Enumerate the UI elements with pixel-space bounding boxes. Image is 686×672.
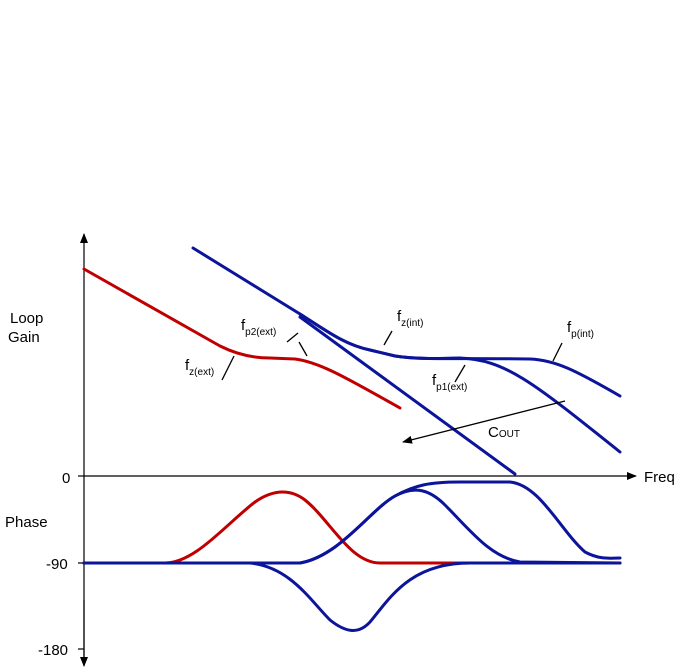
loop-gain-label-line1: Loop	[10, 310, 43, 327]
fp2-ext-leader-right	[298, 341, 308, 357]
gain-curve-internal	[298, 312, 622, 398]
gain-curve-external	[82, 267, 402, 410]
fp-int-label: fp(int)	[567, 319, 594, 340]
phase-label: Phase	[5, 514, 48, 531]
fz-int-leader	[383, 330, 393, 346]
fp2-ext-leader-left	[286, 332, 299, 343]
fz-ext-leader	[221, 355, 235, 381]
tick-label-minus-90: -90	[46, 556, 68, 573]
fp-int-leader	[552, 342, 563, 362]
phase-curve-dip	[82, 561, 622, 632]
tick-label-zero: 0	[62, 470, 70, 487]
gain-curve-cout-branch	[191, 246, 622, 454]
tick-label-minus-180: -180	[38, 642, 68, 659]
fp2-ext-label: fp2(ext)	[241, 317, 276, 338]
fp1-ext-leader	[454, 364, 466, 383]
cout-arrow	[402, 400, 566, 444]
freq-label: Freq	[644, 469, 675, 486]
cout-label: COUT	[488, 424, 520, 441]
phase-curve-external	[82, 490, 622, 565]
gain-asymptote-uncompensated	[298, 315, 517, 476]
fp1-ext-label: fp1(ext)	[432, 372, 467, 393]
loop-gain-label-line2: Gain	[8, 329, 40, 346]
fz-ext-label: fz(ext)	[185, 357, 214, 378]
fz-int-label: fz(int)	[397, 308, 423, 329]
phase-curve-wide-bump	[298, 480, 622, 565]
